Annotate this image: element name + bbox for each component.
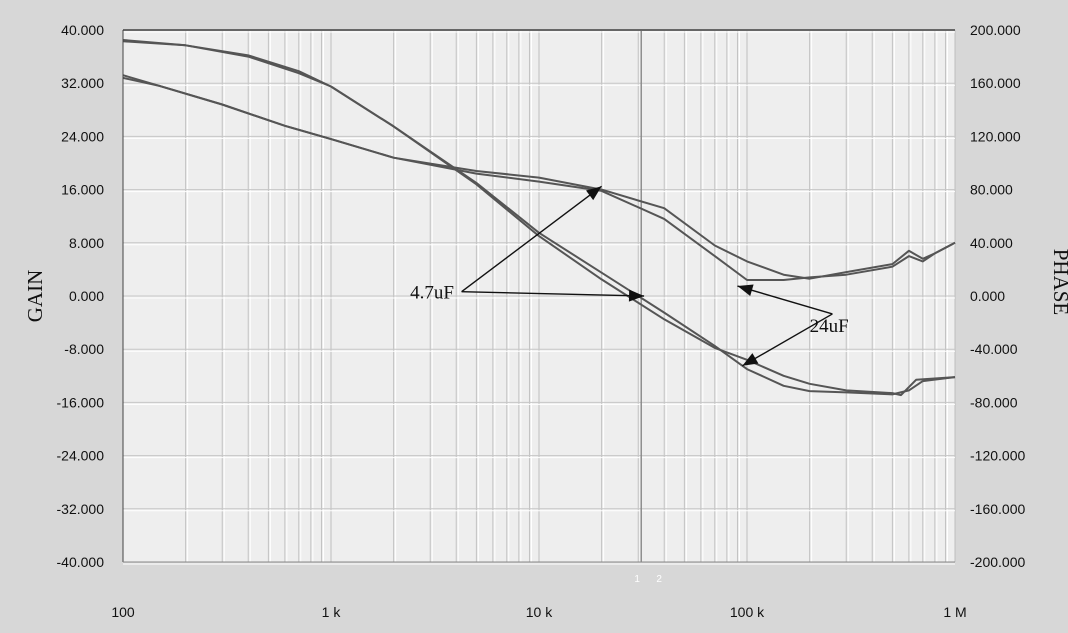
x-tick-label: 100 k bbox=[730, 604, 765, 620]
cursor-label: 2 bbox=[656, 574, 662, 585]
y-tick-label: 0.000 bbox=[69, 288, 104, 304]
y-tick-label: -24.000 bbox=[57, 448, 105, 464]
x-tick-label: 10 k bbox=[526, 604, 553, 620]
y-tick-label: 8.000 bbox=[69, 235, 104, 251]
y2-tick-label: -200.000 bbox=[970, 554, 1025, 570]
right-tick-labels: 200.000 160.000 120.000 80.000 40.000 0.000 -4… bbox=[970, 22, 1025, 570]
cursor-label: 1 bbox=[634, 574, 640, 585]
annotation-leader bbox=[461, 185, 603, 293]
y2-tick-label: -160.000 bbox=[970, 501, 1025, 517]
left-tick-labels: 40.000 32.000 24.000 16.000 8.000 0.000 -8.000… bbox=[57, 22, 105, 570]
annotation-leader bbox=[737, 285, 833, 315]
y2-tick-label: 160.000 bbox=[970, 75, 1021, 91]
series-layer bbox=[122, 39, 956, 397]
series-line-4 bbox=[122, 74, 956, 280]
annotation-leader bbox=[461, 290, 645, 297]
y2-tick-label: 120.000 bbox=[970, 128, 1021, 144]
y-tick-label: 16.000 bbox=[61, 182, 104, 198]
y-axis-title: GAIN bbox=[23, 270, 47, 323]
y-tick-label: -16.000 bbox=[57, 394, 105, 410]
y-tick-label: -32.000 bbox=[57, 501, 105, 517]
y-tick-label: -8.000 bbox=[64, 341, 104, 357]
y2-tick-label: 40.000 bbox=[970, 235, 1013, 251]
annotation-arrowhead bbox=[742, 353, 759, 366]
y-tick-label: 40.000 bbox=[61, 22, 104, 38]
annotation-leader bbox=[742, 313, 833, 367]
annotation-arrowhead bbox=[586, 186, 602, 201]
y2-tick-label: 0.000 bbox=[970, 288, 1005, 304]
annotation-arrowhead bbox=[737, 284, 754, 296]
y2-tick-label: -40.000 bbox=[970, 341, 1018, 357]
y2-tick-label: -120.000 bbox=[970, 448, 1025, 464]
series-line-1 bbox=[122, 39, 956, 396]
y2-axis-title: PHASE bbox=[1049, 249, 1068, 316]
x-tick-labels: 100 1 k 10 k 100 k 1 M bbox=[111, 604, 966, 620]
y2-tick-label: 200.000 bbox=[970, 22, 1021, 38]
y2-tick-label: 80.000 bbox=[970, 182, 1013, 198]
annotation-label: 24uF bbox=[810, 316, 849, 337]
x-tick-label: 1 M bbox=[943, 604, 966, 620]
x-tick-label: 1 k bbox=[322, 604, 342, 620]
series-line-2 bbox=[122, 40, 956, 397]
x-tick-label: 100 bbox=[111, 604, 135, 620]
annotation-label: 4.7uF bbox=[410, 283, 454, 304]
y-tick-label: -40.000 bbox=[57, 554, 105, 570]
annotation-layer: 4.7uF 24uF bbox=[410, 185, 849, 367]
y-tick-label: 24.000 bbox=[61, 128, 104, 144]
y-tick-label: 32.000 bbox=[61, 75, 104, 91]
y2-tick-label: -80.000 bbox=[970, 394, 1018, 410]
annotation-arrowhead bbox=[628, 289, 645, 302]
